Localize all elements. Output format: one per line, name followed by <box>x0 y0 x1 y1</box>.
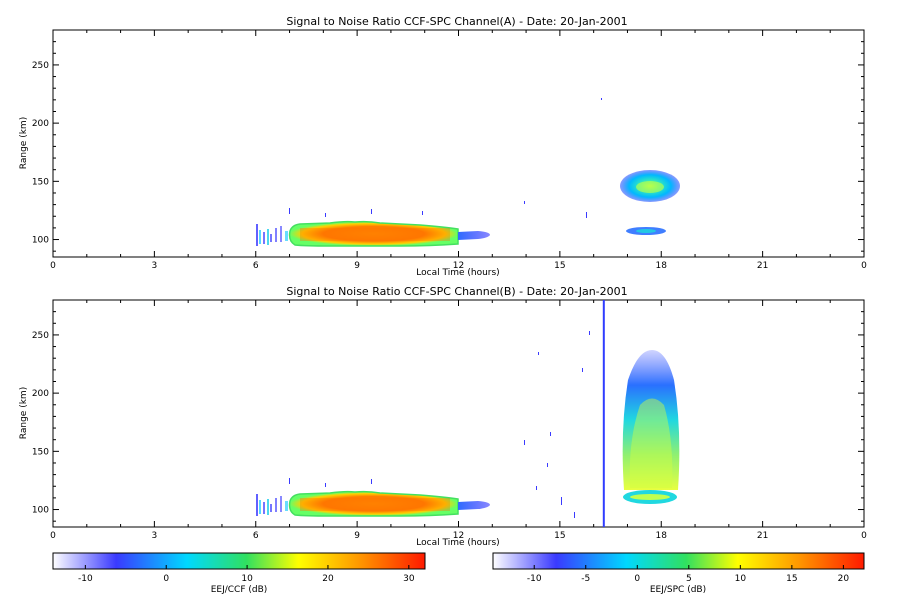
x-tick-label: 3 <box>152 261 158 271</box>
panel-a: Signal to Noise Ratio CCF-SPC Channel(A)… <box>19 15 867 278</box>
colorbar-b-ticks: -10 -5 0 5 10 15 20 <box>527 565 850 584</box>
colorbar-tick-label: -10 <box>78 574 93 584</box>
x-tick-label: 0 <box>861 531 867 541</box>
x-tick-label: 0 <box>50 261 56 271</box>
x-tick-label: 21 <box>757 531 768 541</box>
colorbar-tick-label: 30 <box>403 574 415 584</box>
colorbar-tick-label: 5 <box>686 574 692 584</box>
panel-b-eej-tail <box>458 501 490 510</box>
x-tick-label: 3 <box>152 531 158 541</box>
colorbar-tick-label: -5 <box>581 574 590 584</box>
x-tick-label: 21 <box>757 261 768 271</box>
x-tick-label: 12 <box>453 531 464 541</box>
panel-b-evening-plume <box>622 350 680 490</box>
panel-b-eej-layer <box>288 490 459 517</box>
x-tick-label: 9 <box>354 261 360 271</box>
y-tick-label: 100 <box>32 506 49 516</box>
panel-b-title: Signal to Noise Ratio CCF-SPC Channel(B)… <box>286 285 627 298</box>
colorbar-a: -10 0 10 20 30 EEJ/CCF (dB) <box>52 552 426 595</box>
colorbar-tick-label: 20 <box>838 574 850 584</box>
panel-a-title: Signal to Noise Ratio CCF-SPC Channel(A)… <box>286 15 627 28</box>
colorbar-tick-label: -10 <box>527 574 542 584</box>
x-tick-label: 12 <box>453 261 464 271</box>
panel-b-data <box>256 300 680 527</box>
panel-b-xlabel: Local Time (hours) <box>416 538 499 548</box>
colorbar-b-gradient <box>492 552 865 570</box>
panel-b-ticks: 0 3 6 9 12 15 18 21 0 100 150 200 250 <box>32 299 867 541</box>
colorbar-tick-label: 20 <box>322 574 334 584</box>
panel-a-xlabel: Local Time (hours) <box>416 268 499 278</box>
y-tick-label: 150 <box>32 177 49 187</box>
x-tick-label: 18 <box>656 261 668 271</box>
panel-a-frame <box>52 29 865 258</box>
panel-a-ticks: 0 3 6 9 12 15 18 21 0 100 150 200 250 <box>32 29 867 271</box>
x-tick-label: 15 <box>554 261 565 271</box>
x-tick-label: 0 <box>50 531 56 541</box>
x-tick-label: 0 <box>861 261 867 271</box>
colorbar-tick-label: 10 <box>735 574 747 584</box>
panel-b-vertical-line <box>602 300 605 527</box>
panel-b-early-scatter <box>256 494 288 516</box>
panel-b-frame <box>52 299 865 528</box>
x-tick-label: 18 <box>656 531 668 541</box>
colorbar-tick-label: 15 <box>786 574 797 584</box>
colorbar-tick-label: 0 <box>634 574 640 584</box>
panel-a-ylabel: Range (km) <box>19 117 29 169</box>
y-tick-label: 250 <box>32 331 49 341</box>
colorbar-a-gradient <box>52 552 426 570</box>
panel-b: Signal to Noise Ratio CCF-SPC Channel(B)… <box>19 285 867 548</box>
panel-a-early-scatter <box>256 224 288 246</box>
panel-a-data <box>256 98 680 247</box>
y-tick-label: 200 <box>32 389 49 399</box>
colorbar-b-label: EEJ/SPC (dB) <box>650 585 706 595</box>
colorbar-a-ticks: -10 0 10 20 30 <box>78 565 415 584</box>
y-tick-label: 200 <box>32 119 49 129</box>
x-tick-label: 15 <box>554 531 565 541</box>
panel-a-specks <box>289 98 602 218</box>
x-tick-label: 6 <box>253 261 259 271</box>
panel-b-specks <box>289 331 590 518</box>
y-tick-label: 250 <box>32 61 49 71</box>
panel-b-ylabel: Range (km) <box>19 387 29 439</box>
x-tick-label: 9 <box>354 531 360 541</box>
colorbar-tick-label: 0 <box>163 574 169 584</box>
colorbar-tick-label: 10 <box>241 574 253 584</box>
colorbar-a-label: EEJ/CCF (dB) <box>211 585 268 595</box>
colorbar-b: -10 -5 0 5 10 15 20 EEJ/SPC (dB) <box>492 552 865 595</box>
y-tick-label: 150 <box>32 447 49 457</box>
panel-a-eej-tail <box>458 231 490 240</box>
x-tick-label: 6 <box>253 531 259 541</box>
y-tick-label: 100 <box>32 236 49 246</box>
panel-a-eej-layer <box>288 220 459 247</box>
